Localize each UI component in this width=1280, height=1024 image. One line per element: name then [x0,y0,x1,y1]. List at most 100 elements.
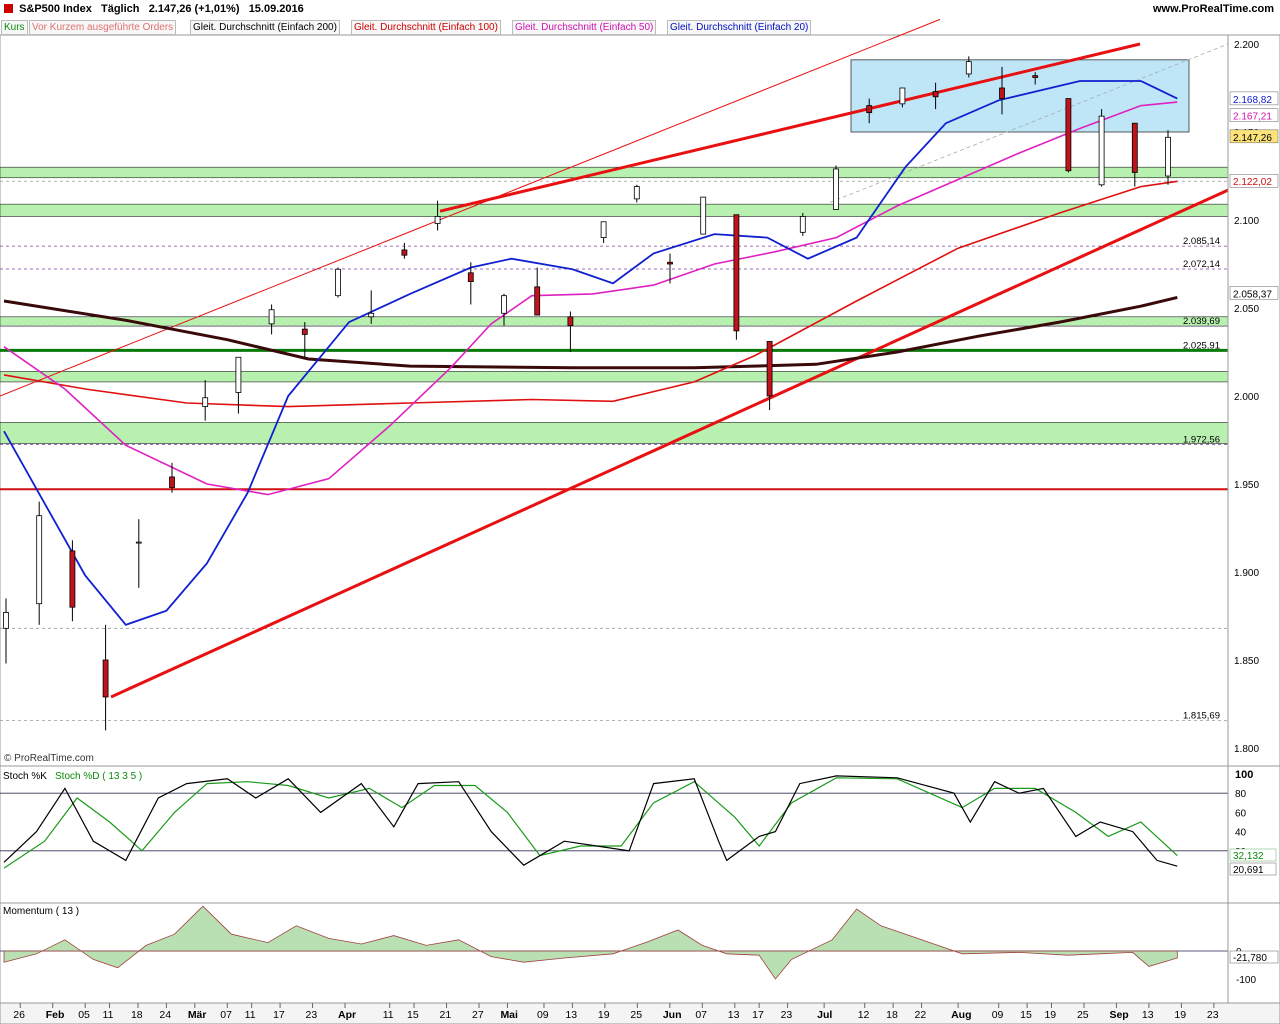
stoch-d-label: Stoch %D ( 13 3 5 ) [55,771,142,782]
candle-body [833,168,839,210]
date-tick-label: 21 [440,1009,452,1021]
channel-line [0,18,941,397]
stoch-k-line [3,775,1178,867]
stoch-d-value: 32,132 [1233,851,1264,862]
date-tick-label: Feb [46,1009,65,1021]
value-badge [1229,173,1279,188]
date-tick-label: 19 [1174,1009,1186,1021]
candle-body [965,61,972,75]
date-axis-strip [0,1002,1280,1024]
date-tick-label: Jun [663,1009,682,1021]
date-tick-label: 17 [273,1009,285,1021]
candle-body [1032,75,1039,78]
level-label: 2.085,14 [1183,236,1220,247]
copyright: © ProRealTime.com [4,753,94,764]
legend-ma20[interactable]: Gleit. Durchschnitt (Einfach 20) [667,20,812,35]
support-zone [0,371,1229,383]
level-label: 1.972,56 [1183,434,1220,445]
candle-body [733,214,740,332]
candle-body [368,312,375,318]
date-tick-label: 13 [728,1009,740,1021]
date-tick-label: Mär [188,1009,207,1021]
date-tick-label: Aug [951,1009,971,1021]
date-tick-label: 11 [383,1009,394,1021]
support-zone [0,203,1229,217]
candle-body [301,328,308,335]
candle-body [434,216,441,224]
candle-body [534,286,541,316]
candle-body [102,659,109,698]
momentum-tick-label: -100 [1236,975,1256,986]
candle-body [866,105,873,114]
legend-ma50[interactable]: Gleit. Durchschnitt (Einfach 50) [512,20,657,35]
date-tick-label: 11 [245,1009,256,1021]
date-tick-label: 09 [537,1009,549,1021]
value-badge [1229,129,1279,144]
title-icon [4,4,13,13]
legend-orders[interactable]: Vor Kurzem ausgeführte Orders [29,20,177,35]
candle-body [135,541,142,544]
date-tick-label: Sep [1109,1009,1128,1021]
level-label: 2.025,91 [1183,340,1220,351]
value-badge-label: 2.058,37 [1233,289,1272,300]
candle-body [401,249,408,256]
stoch-tick-label: 40 [1235,828,1247,839]
candle-body [36,515,43,605]
date-tick-label: 09 [992,1009,1004,1021]
value-badge-label: 2.147,26 [1233,133,1272,144]
level-label: 2.072,14 [1183,259,1220,270]
candle-body [467,272,474,282]
stoch-tick-label: 100 [1235,769,1253,781]
ma50-line [3,101,1178,496]
stoch-panel-frame [0,765,1229,904]
legend-ma100[interactable]: Gleit. Durchschnitt (Einfach 100) [351,20,501,35]
candle-body [268,309,275,325]
value-badge-label: 2.167,21 [1233,112,1272,123]
candle-body [235,356,242,393]
date-tick-label: 23 [306,1009,318,1021]
candle-body [1131,122,1138,173]
date-tick-label: 17 [752,1009,764,1021]
momentum-badge [1229,950,1279,964]
candle-body [633,186,640,200]
level-label: 2.039,69 [1183,316,1220,327]
candle-body [501,295,507,314]
date-tick-label: Jul [817,1009,832,1021]
date-tick-label: 19 [598,1009,610,1021]
date-tick-label: 23 [1207,1009,1219,1021]
candle-body [567,316,574,326]
date-tick-label: 13 [565,1009,577,1021]
date-tick-label: 15 [407,1009,419,1021]
chart-header: S&P500 Index Täglich 2.147,26 (+1,01%) 1… [4,3,304,15]
legend-kurs[interactable]: Kurs [1,20,28,35]
date-tick-label: 12 [858,1009,870,1021]
site-link[interactable]: www.ProRealTime.com [1152,3,1274,15]
date-tick-label: 13 [1142,1009,1154,1021]
value-badge-label: 2.122,02 [1233,177,1272,188]
stoch-k-label: Stoch %K [3,771,47,782]
value-badge-label: 2.168,82 [1233,95,1272,106]
price-tick-label: 1.950 [1234,480,1259,491]
date-tick-label: Mai [500,1009,518,1021]
price-tick-label: 2.000 [1234,392,1259,403]
trend-line-upper [439,42,1141,213]
candle-body [799,216,806,233]
momentum-area [3,905,1178,980]
price-tick-label: 2.100 [1234,216,1259,227]
date-tick-label: 07 [220,1009,232,1021]
date-tick-label: 23 [781,1009,793,1021]
price-tick-label: 2.050 [1234,304,1259,315]
stoch-tick-label: 60 [1235,808,1247,819]
stoch-axis [1227,765,1280,904]
ma200-line [3,295,1178,370]
trend-line-lower [110,188,1229,699]
legend-ma200[interactable]: Gleit. Durchschnitt (Einfach 200) [190,20,340,35]
candle-body [899,87,906,105]
period: Täglich [101,3,140,15]
date-tick-label: 26 [13,1009,25,1021]
level-label: 1.815,69 [1183,710,1220,721]
price-tick-label: 1.900 [1234,568,1259,579]
price-tick-label: 1.800 [1234,744,1259,755]
value-badge [1229,108,1279,122]
